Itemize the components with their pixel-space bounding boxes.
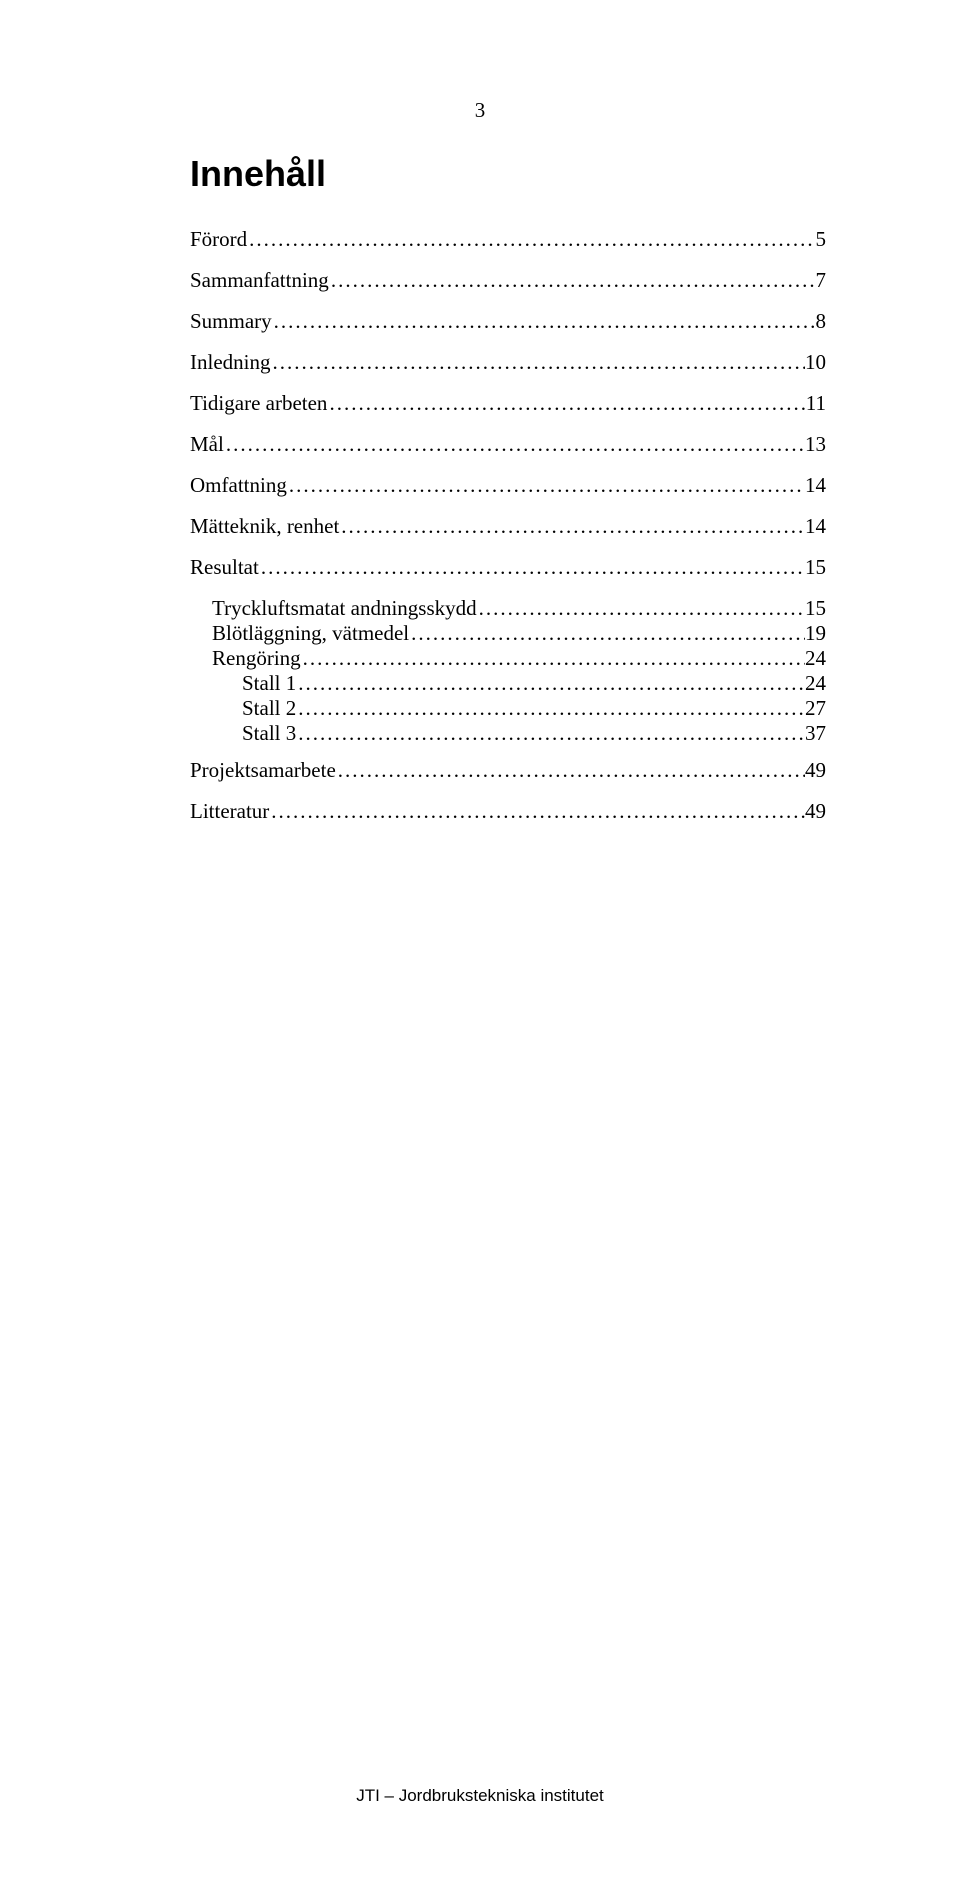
toc-entry-page: 37 — [805, 723, 826, 744]
toc-entry-page: 14 — [805, 516, 826, 537]
toc-entry: Resultat................................… — [190, 557, 826, 578]
toc-entry: Sammanfattning..........................… — [190, 270, 826, 291]
toc-entry-label: Projektsamarbete — [190, 760, 336, 781]
toc-leader-dots: ........................................… — [272, 311, 816, 332]
toc-entry-label: Resultat — [190, 557, 259, 578]
toc-entry-page: 24 — [805, 673, 826, 694]
toc-entry: Tidigare arbeten........................… — [190, 393, 826, 414]
toc-entry-page: 13 — [805, 434, 826, 455]
toc-leader-dots: ........................................… — [477, 598, 805, 619]
toc-leader-dots: ........................................… — [270, 352, 805, 373]
toc-entry: Stall 3.................................… — [190, 723, 826, 744]
toc-entry-page: 24 — [805, 648, 826, 669]
toc-entry-label: Tidigare arbeten — [190, 393, 327, 414]
toc-leader-dots: ........................................… — [339, 516, 805, 537]
toc-entry: Tryckluftsmatat andningsskydd...........… — [190, 598, 826, 619]
toc-leader-dots: ........................................… — [296, 698, 805, 719]
toc-entry: Inledning...............................… — [190, 352, 826, 373]
toc-leader-dots: ........................................… — [296, 673, 805, 694]
toc-entry-label: Sammanfattning — [190, 270, 329, 291]
toc-entry-page: 5 — [816, 229, 827, 250]
toc-leader-dots: ........................................… — [301, 648, 805, 669]
toc-entry-label: Mål — [190, 434, 224, 455]
toc-entry-label: Förord — [190, 229, 247, 250]
toc-leader-dots: ........................................… — [409, 623, 805, 644]
toc-entry: Summary.................................… — [190, 311, 826, 332]
page-number: 3 — [0, 98, 960, 123]
toc-entry-label: Tryckluftsmatat andningsskydd — [212, 598, 477, 619]
toc-entry-label: Summary — [190, 311, 272, 332]
toc-entry: Stall 1.................................… — [190, 673, 826, 694]
toc-leader-dots: ........................................… — [287, 475, 805, 496]
toc-entry-label: Inledning — [190, 352, 270, 373]
toc-entry-page: 14 — [805, 475, 826, 496]
toc-leader-dots: ........................................… — [336, 760, 805, 781]
toc-entry-page: 15 — [805, 557, 826, 578]
toc-leader-dots: ........................................… — [296, 723, 805, 744]
toc-entry-label: Stall 1 — [242, 673, 296, 694]
page-title: Innehåll — [190, 153, 826, 195]
toc-entry: Blötläggning, vätmedel..................… — [190, 623, 826, 644]
document-page: 3 Innehåll Förord.......................… — [0, 0, 960, 1888]
toc-entry-label: Rengöring — [212, 648, 301, 669]
toc-entry-page: 11 — [806, 393, 826, 414]
toc-entry: Mätteknik, renhet.......................… — [190, 516, 826, 537]
table-of-contents: Förord..................................… — [190, 229, 826, 822]
toc-entry-page: 27 — [805, 698, 826, 719]
toc-entry: Litteratur..............................… — [190, 801, 826, 822]
toc-entry-page: 49 — [805, 801, 826, 822]
toc-entry-label: Stall 2 — [242, 698, 296, 719]
toc-entry-label: Stall 3 — [242, 723, 296, 744]
toc-entry: Stall 2.................................… — [190, 698, 826, 719]
toc-leader-dots: ........................................… — [269, 801, 805, 822]
toc-entry-label: Blötläggning, vätmedel — [212, 623, 409, 644]
toc-entry-label: Mätteknik, renhet — [190, 516, 339, 537]
toc-leader-dots: ........................................… — [247, 229, 815, 250]
toc-leader-dots: ........................................… — [224, 434, 805, 455]
toc-entry-label: Omfattning — [190, 475, 287, 496]
toc-entry-page: 15 — [805, 598, 826, 619]
toc-entry: Förord..................................… — [190, 229, 826, 250]
toc-entry: Rengöring...............................… — [190, 648, 826, 669]
toc-entry-label: Litteratur — [190, 801, 269, 822]
toc-entry-page: 19 — [805, 623, 826, 644]
toc-entry-page: 8 — [816, 311, 827, 332]
toc-entry: Mål.....................................… — [190, 434, 826, 455]
toc-entry: Omfattning..............................… — [190, 475, 826, 496]
toc-leader-dots: ........................................… — [259, 557, 805, 578]
toc-entry-page: 7 — [816, 270, 827, 291]
toc-leader-dots: ........................................… — [327, 393, 805, 414]
toc-entry: Projektsamarbete........................… — [190, 760, 826, 781]
toc-entry-page: 49 — [805, 760, 826, 781]
toc-leader-dots: ........................................… — [329, 270, 816, 291]
toc-entry-page: 10 — [805, 352, 826, 373]
footer-text: JTI – Jordbrukstekniska institutet — [0, 1786, 960, 1806]
